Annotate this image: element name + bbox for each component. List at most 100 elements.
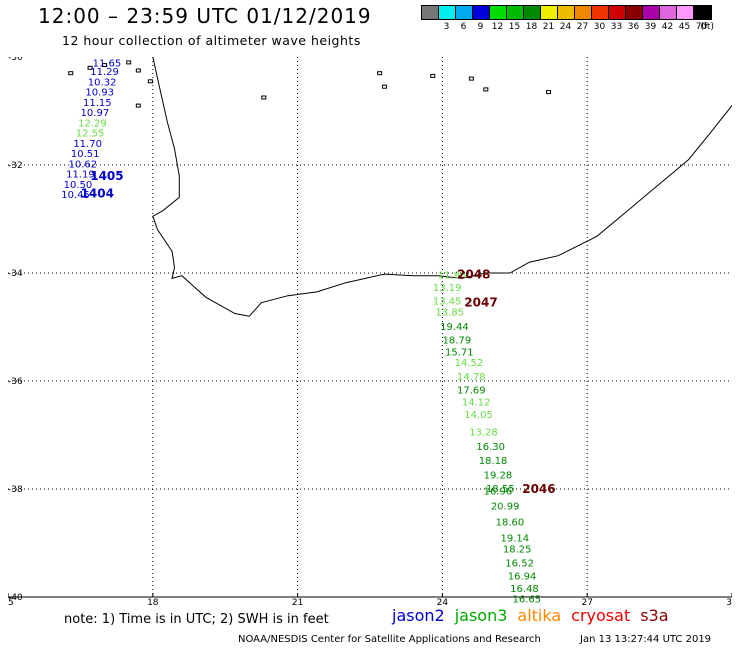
wave-height-label: 15.71 (445, 347, 474, 358)
wave-height-label: 14.52 (455, 358, 484, 369)
satellite-jason2: jason2 (392, 606, 445, 625)
inland-water-body (87, 65, 93, 70)
wave-height-label: 10.97 (81, 108, 110, 119)
inland-water-body (468, 76, 474, 81)
lon-tick-label: 18 (147, 598, 159, 605)
page-title: 12:00 – 23:59 UTC 01/12/2019 (38, 4, 372, 28)
legend-tick: 33 (610, 22, 623, 32)
legend-tick: 36 (627, 22, 640, 32)
lat-tick-label: -40 (8, 593, 23, 603)
wave-height-label: 10.93 (85, 88, 114, 99)
wave-height-label: 20.99 (491, 501, 520, 512)
lon-tick-label: 21 (292, 598, 303, 605)
legend-tick: 39 (644, 22, 657, 32)
page-subtitle: 12 hour collection of altimeter wave hei… (62, 33, 361, 48)
footnote: note: 1) Time is in UTC; 2) SWH is in fe… (64, 612, 329, 627)
lat-tick-label: -36 (8, 377, 23, 387)
legend-swatch (490, 6, 507, 19)
wave-height-label: 19.44 (440, 322, 469, 333)
inland-water-body (126, 60, 132, 65)
legend-tick: 3 (443, 22, 450, 32)
legend-swatch (694, 6, 711, 19)
wave-height-label: 19.14 (500, 534, 529, 545)
legend-tick: 15 (508, 22, 521, 32)
wave-height-label: 18.18 (479, 456, 508, 467)
legend-swatch (541, 6, 558, 19)
legend-swatch (592, 6, 609, 19)
wave-height-label: 10.45 (61, 190, 90, 201)
legend-swatch (575, 6, 592, 19)
satellite-jason3: jason3 (454, 606, 508, 625)
legend-tick: 9 (477, 22, 484, 32)
wave-height-label: 16.30 (476, 442, 505, 453)
satellite-key: jason2 jason3 altika cryosat s3a (392, 606, 669, 625)
wave-height-label: 16.94 (508, 571, 537, 582)
wave-height-label: 17.69 (457, 386, 486, 397)
inland-water-body (261, 95, 267, 100)
wave-height-label: 14.05 (464, 410, 493, 421)
inland-water-body (68, 71, 74, 76)
inland-water-body (147, 79, 153, 84)
cycle-number-label: 2046 (522, 482, 555, 496)
wave-height-label: 11.29 (90, 67, 119, 78)
legend-tick: 12 (491, 22, 504, 32)
lon-tick-label: 30 (726, 598, 732, 605)
lon-tick-label: 24 (437, 598, 449, 605)
inland-water-body (430, 73, 436, 78)
legend-tick: 24 (559, 22, 572, 32)
wave-height-label: 10.50 (64, 180, 93, 191)
legend-swatch (524, 6, 541, 19)
coastline (152, 57, 732, 317)
legend-tick-labels: 3 6 9 12 15 18 21 24 27 30 33 36 39 42 45 70 (ft) (421, 22, 714, 36)
satellite-s3a: s3a (640, 606, 669, 625)
legend-swatch (439, 6, 456, 19)
wave-height-label: 18.25 (503, 544, 532, 555)
satellite-cryosat: cryosat (571, 606, 631, 625)
legend-swatch (626, 6, 643, 19)
timestamp: Jan 13 13:27:44 UTC 2019 (580, 634, 712, 645)
legend-tick: 18 (525, 22, 538, 32)
legend-tick: 6 (460, 22, 467, 32)
lat-tick-label: -34 (8, 269, 23, 279)
wave-height-label: 16.52 (505, 559, 534, 570)
satellite-altika: altika (517, 606, 562, 625)
legend-tick: 27 (576, 22, 589, 32)
legend-tick: 70 (695, 22, 708, 32)
credit-text: NOAA/NESDIS Center for Satellite Applica… (238, 634, 541, 645)
inland-water-body (381, 84, 387, 89)
wave-height-label: 19.28 (484, 471, 513, 482)
lat-tick-label: -32 (8, 161, 23, 171)
wave-height-label: 10.62 (68, 159, 97, 170)
wave-height-label: 11.19 (66, 170, 95, 181)
legend-tick: 30 (593, 22, 606, 32)
legend-swatch (473, 6, 490, 19)
lat-tick-label: -38 (8, 485, 23, 495)
wave-height-label: 18.79 (443, 336, 472, 347)
legend-swatch (422, 6, 439, 19)
legend-swatch (609, 6, 626, 19)
legend-swatch (558, 6, 575, 19)
legend-swatch (677, 6, 694, 19)
wave-height-label: 13.19 (433, 283, 462, 294)
legend-tick: 45 (678, 22, 691, 32)
wave-height-label: 11.70 (73, 139, 102, 150)
wave-height-label: 18.60 (496, 517, 525, 528)
color-legend: 3 6 9 12 15 18 21 24 27 30 33 36 39 42 45 70 (ft) (421, 5, 714, 36)
lon-tick-label: 15 (8, 598, 14, 605)
wave-height-label: 11.15 (83, 98, 112, 109)
cycle-number-label: 1405 (90, 169, 123, 183)
lat-tick-label: -30 (8, 57, 23, 63)
cycle-number-label: 1404 (81, 187, 114, 201)
legend-swatch (456, 6, 473, 19)
legend-swatch (643, 6, 660, 19)
legend-tick: 42 (661, 22, 674, 32)
inland-water-body (377, 71, 383, 76)
wave-height-label: 12.29 (78, 118, 107, 129)
wave-height-label: 10.32 (88, 77, 117, 88)
inland-water-body (546, 90, 552, 95)
wave-height-label: 12.55 (76, 129, 105, 140)
wave-height-label: 14.12 (462, 398, 491, 409)
legend-color-bar (421, 5, 712, 20)
wave-height-label: 13.85 (435, 307, 464, 318)
wave-height-label: 16.96 (484, 487, 513, 498)
